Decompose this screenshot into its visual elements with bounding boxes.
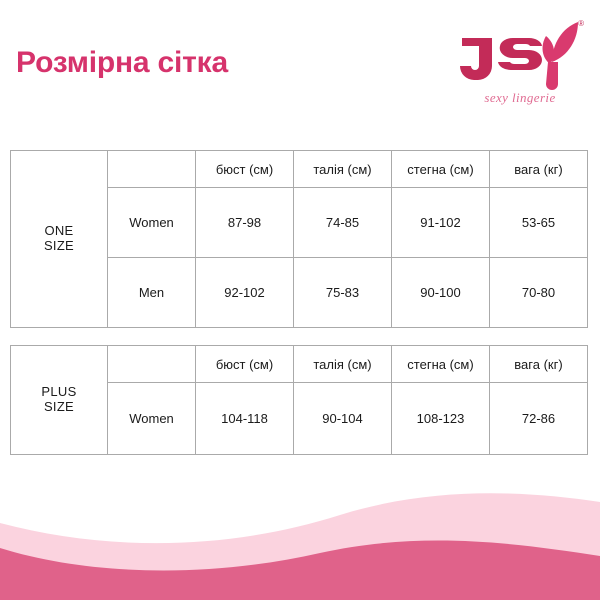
cell-gender: Women — [107, 187, 196, 258]
brand-logo: ® sexy lingerie — [452, 18, 588, 118]
table-header-row: PLUS SIZE бюст (см) талія (см) стегна (с… — [10, 345, 588, 455]
decorative-wave-footer — [0, 493, 600, 600]
column-header-bust: бюст (см) — [195, 345, 294, 383]
cell-waist: 74-85 — [293, 187, 392, 258]
cell-hips: 90-100 — [391, 257, 490, 328]
column-header-hips: стегна (см) — [391, 345, 490, 383]
cell-bust: 104-118 — [195, 382, 294, 455]
cell-hips: 91-102 — [391, 187, 490, 258]
table-row: Women 104-118 90-104 108-123 72-86 — [11, 382, 588, 455]
column-header-waist: талія (см) — [293, 345, 392, 383]
plus-size-table: PLUS SIZE бюст (см) талія (см) стегна (с… — [10, 345, 588, 455]
size-label-line-1: ONE — [44, 223, 74, 239]
cell-weight: 72-86 — [489, 382, 588, 455]
cell-bust: 92-102 — [195, 257, 294, 328]
column-header-weight: вага (кг) — [489, 150, 588, 188]
page-header: Розмірна сітка ® sexy lingerie — [0, 0, 600, 140]
jsy-logo-icon — [460, 22, 578, 90]
size-label-plus-size: PLUS SIZE — [10, 345, 108, 455]
table-row: Women 87-98 74-85 91-102 53-65 — [11, 187, 588, 258]
cell-gender: Men — [107, 257, 196, 328]
wave-dark-shape — [0, 540, 600, 600]
column-header-bust: бюст (см) — [195, 150, 294, 188]
cell-weight: 53-65 — [489, 187, 588, 258]
cell-waist: 75-83 — [293, 257, 392, 328]
one-size-table: ONE SIZE бюст (см) талія (см) стегна (см… — [10, 150, 588, 328]
column-header-waist: талія (см) — [293, 150, 392, 188]
size-label-line-2: SIZE — [43, 238, 75, 253]
column-header-gender — [107, 345, 196, 383]
size-label-line-2: SIZE — [43, 399, 75, 414]
column-header-hips: стегна (см) — [391, 150, 490, 188]
cell-gender: Women — [107, 382, 196, 455]
registered-trademark-icon: ® — [578, 19, 584, 28]
column-header-gender — [107, 150, 196, 188]
cell-bust: 87-98 — [195, 187, 294, 258]
table-header-row: ONE SIZE бюст (см) талія (см) стегна (см… — [10, 150, 588, 328]
page-title: Розмірна сітка — [16, 46, 228, 79]
logo-tagline: sexy lingerie — [484, 90, 556, 105]
size-label-line-1: PLUS — [41, 384, 77, 400]
table-row: Men 92-102 75-83 90-100 70-80 — [11, 257, 588, 328]
size-label-one-size: ONE SIZE — [10, 150, 108, 328]
cell-weight: 70-80 — [489, 257, 588, 328]
cell-hips: 108-123 — [391, 382, 490, 455]
column-header-weight: вага (кг) — [489, 345, 588, 383]
cell-waist: 90-104 — [293, 382, 392, 455]
